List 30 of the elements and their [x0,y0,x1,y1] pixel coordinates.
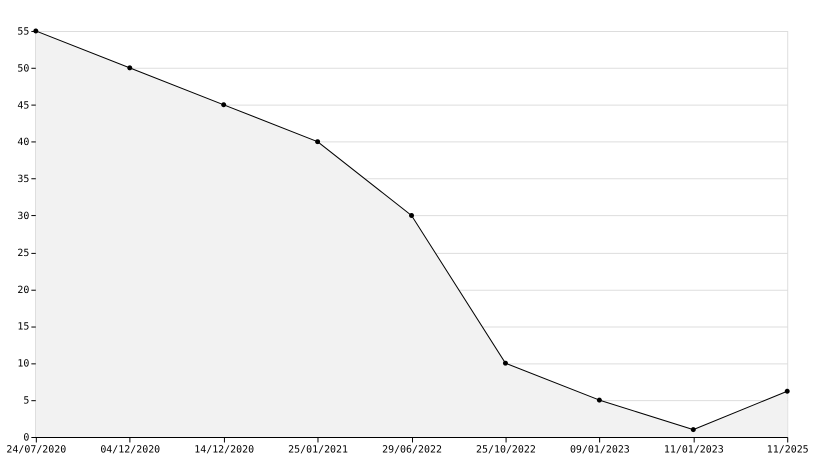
y-tick-label: 40 [17,137,30,148]
y-tick-label: 50 [17,63,30,74]
x-tick-label: 09/01/2023 [570,444,630,456]
x-tick-label: 25/10/2022 [476,444,536,456]
x-tick-label: 25/01/2021 [288,444,348,456]
y-tick-label: 5 [23,396,30,407]
x-tick-label: 29/06/2022 [382,444,442,456]
y-tick-label: 25 [17,248,30,259]
y-tick-label: 10 [17,358,30,370]
y-tick-label: 15 [17,322,30,333]
y-tick-label: 45 [17,100,30,112]
point [33,28,38,34]
y-tick-label: 55 [17,26,30,38]
point [221,102,226,108]
x-tick-label: 24/07/2020 [6,444,66,456]
point [315,139,320,144]
point [409,213,414,218]
x-tick-label: 11/2025 [766,444,809,456]
x-tick-label: 14/12/2020 [194,444,254,456]
x-tick-label: 04/12/2020 [100,444,160,456]
point [784,388,790,394]
point [127,65,132,70]
point [690,427,696,432]
x-tick-label: 11/01/2023 [664,444,724,456]
point [596,398,602,403]
y-tick-label: 35 [17,174,30,186]
y-tick-label: 20 [17,284,30,296]
y-tick-label: 30 [17,211,30,222]
point [502,360,508,366]
y-tick-label: 0 [23,432,30,444]
